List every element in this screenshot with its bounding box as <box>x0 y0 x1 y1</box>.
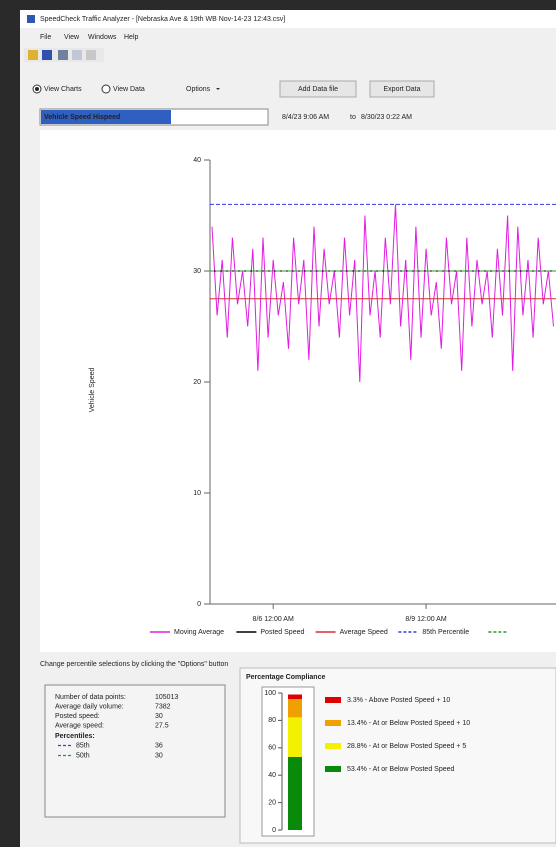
page-icon[interactable] <box>72 50 82 60</box>
stat-value: 30 <box>155 713 163 720</box>
compliance-tick-label: 100 <box>264 690 276 697</box>
options-arrow <box>216 88 220 90</box>
date-to: 8/30/23 0:22 AM <box>361 114 412 121</box>
percentiles-heading: Percentiles: <box>55 733 95 740</box>
menu-item[interactable]: File <box>40 34 51 41</box>
legend-label: Average Speed <box>340 629 388 636</box>
menu-item[interactable]: Windows <box>88 34 117 41</box>
percentile-label: 50th <box>76 752 90 759</box>
percentile-value: 36 <box>155 742 163 749</box>
open-icon[interactable] <box>28 50 38 60</box>
selection-highlight <box>41 110 171 124</box>
compliance-tick-label: 60 <box>268 745 276 752</box>
menu-item[interactable]: View <box>64 34 80 41</box>
add-data-button[interactable] <box>279 80 357 98</box>
percentile-label: 85th <box>76 742 90 749</box>
radio-dot <box>35 87 39 91</box>
legend-label: Posted Speed <box>260 629 304 636</box>
compliance-legend-swatch <box>325 766 341 772</box>
compliance-tick-label: 20 <box>268 799 276 806</box>
options-button[interactable]: Options <box>186 86 211 93</box>
date-to-word: to <box>350 114 356 121</box>
y-tick-label: 30 <box>193 268 201 275</box>
stat-label: Average daily volume: <box>55 703 124 710</box>
stat-value: 105013 <box>155 694 178 701</box>
title-bar <box>20 10 556 28</box>
stat-label: Average speed: <box>55 722 104 729</box>
compliance-legend-label: 13.4% - At or Below Posted Speed + 10 <box>347 720 470 727</box>
y-tick-label: 40 <box>193 157 201 164</box>
compliance-segment <box>288 717 302 757</box>
compliance-tick-label: 0 <box>272 827 276 834</box>
save-icon[interactable] <box>42 50 52 60</box>
view-data-label[interactable]: View Data <box>113 86 145 93</box>
export-button[interactable] <box>369 80 435 98</box>
menu-item[interactable]: Help <box>124 34 139 41</box>
compliance-legend-label: 28.8% - At or Below Posted Speed + 5 <box>347 743 466 750</box>
print-icon[interactable] <box>58 50 68 60</box>
compliance-legend-label: 3.3% - Above Posted Speed + 10 <box>347 697 450 704</box>
y-tick-label: 20 <box>193 379 201 386</box>
app-icon <box>27 15 35 23</box>
view-charts-label[interactable]: View Charts <box>44 86 82 93</box>
export-label[interactable]: Export Data <box>384 86 421 93</box>
y-tick-label: 10 <box>193 490 201 497</box>
stat-label: Posted speed: <box>55 713 100 720</box>
compliance-tick-label: 40 <box>268 772 276 779</box>
x-tick-label: 8/6 12:00 AM <box>253 616 294 623</box>
y-axis-label: Vehicle Speed <box>89 368 96 413</box>
compliance-legend-swatch <box>325 720 341 726</box>
preview-icon[interactable] <box>86 50 96 60</box>
compliance-segment <box>288 756 302 830</box>
compliance-segment <box>288 694 302 700</box>
compliance-title: Percentage Compliance <box>246 674 325 681</box>
legend-label: 85th Percentile <box>422 629 469 636</box>
stats-note: Change percentile selections by clicking… <box>40 661 228 668</box>
chart-panel <box>40 130 556 652</box>
compliance-legend-swatch <box>325 743 341 749</box>
stat-value: 27.5 <box>155 722 169 729</box>
x-tick-label: 8/9 12:00 AM <box>405 616 446 623</box>
stat-label: Number of data points: <box>55 694 126 701</box>
stats-box <box>44 684 226 818</box>
percentile-value: 30 <box>155 752 163 759</box>
compliance-legend-swatch <box>325 697 341 703</box>
legend-label: Moving Average <box>174 629 224 636</box>
add-data-label[interactable]: Add Data file <box>298 86 338 93</box>
window-title: SpeedCheck Traffic Analyzer - [Nebraska … <box>40 16 285 23</box>
compliance-tick-label: 80 <box>268 717 276 724</box>
compliance-segment <box>288 699 302 718</box>
moving-average-line <box>211 204 554 383</box>
stat-value: 7382 <box>155 703 171 710</box>
date-from: 8/4/23 9:06 AM <box>282 114 329 121</box>
radio-view-data[interactable] <box>101 84 111 94</box>
chart-select-text[interactable]: Vehicle Speed Hispeed <box>44 114 120 121</box>
compliance-legend-label: 53.4% - At or Below Posted Speed <box>347 766 455 773</box>
y-tick-label: 0 <box>197 601 201 608</box>
